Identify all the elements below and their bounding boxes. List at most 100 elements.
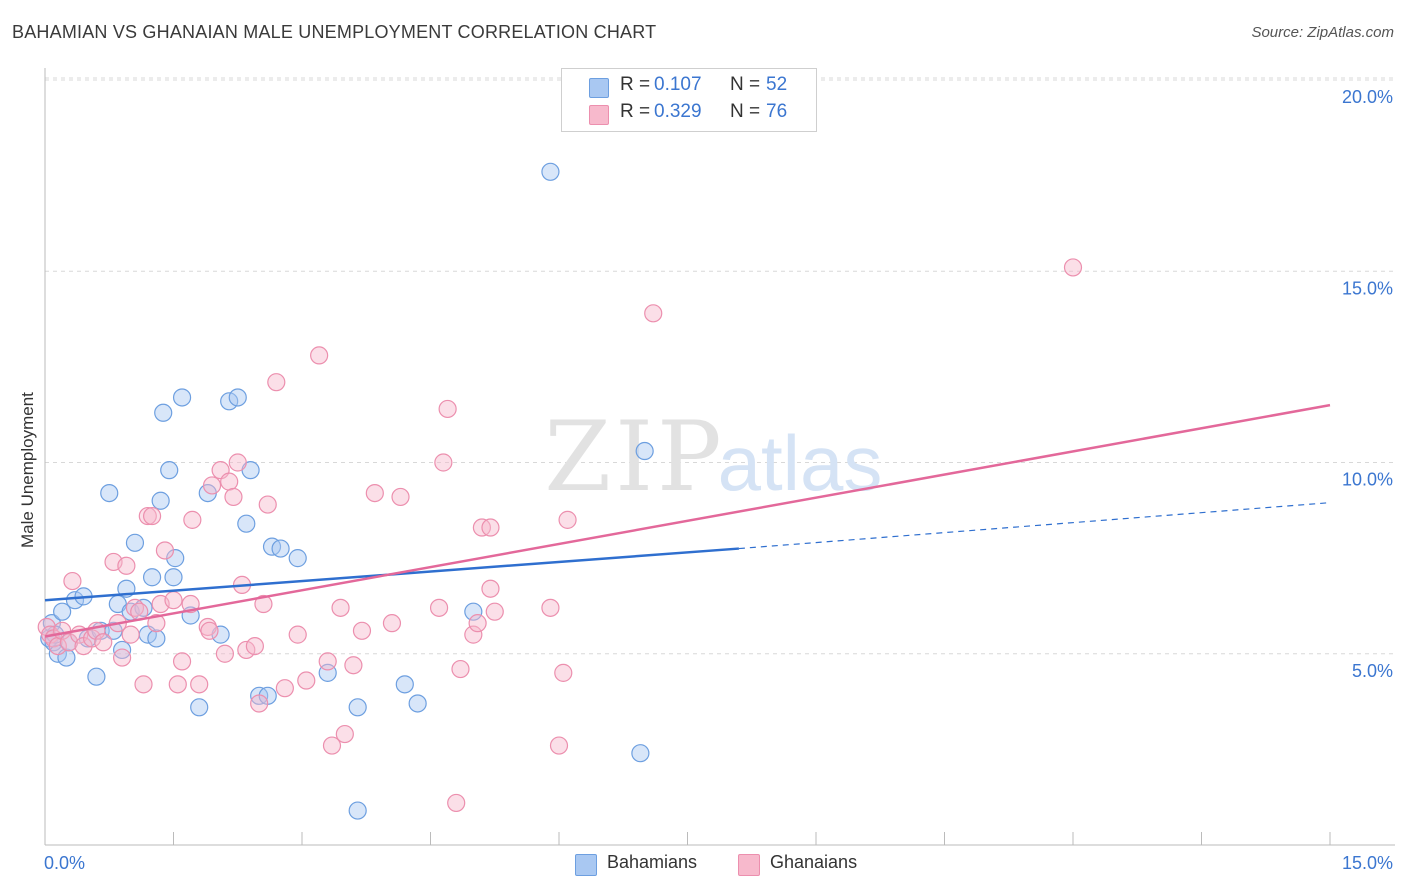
bahamian-point (112, 640, 132, 660)
ghanaian-point (549, 736, 569, 755)
ghanaian-point (558, 510, 577, 529)
grid-lines (45, 77, 1395, 655)
legend-swatch-bahamians (589, 78, 609, 98)
bahamian-point (237, 514, 256, 533)
ghanaian-point (254, 594, 273, 614)
ghanaian-point (288, 625, 307, 644)
legend-r-value: 0.107 (654, 74, 702, 95)
bottom-legend-label-ghanaians: Ghanaians (770, 852, 858, 872)
bottom-legend-swatch-bahamians (575, 854, 597, 876)
ghanaian-point (468, 614, 487, 633)
ghanaian-point (438, 399, 457, 419)
legend-swatch-ghanaians (589, 105, 609, 125)
legend-n-label: N = (730, 101, 761, 122)
ghanaian-point (237, 640, 256, 660)
bahamian-point (65, 591, 85, 610)
legend-r-label: R = (620, 74, 651, 95)
bottom-legend-label-bahamians: Bahamians (607, 852, 698, 872)
bahamian-point (142, 568, 162, 587)
bahamian-point (395, 675, 414, 694)
ghanaian-point (310, 346, 329, 365)
ghanaian-point (322, 736, 342, 755)
ghanaian-point (94, 633, 113, 652)
bahamian-point (87, 667, 106, 686)
ghanaian-point (168, 675, 187, 694)
ghanaian-point (228, 453, 247, 472)
watermark-atlas: atlas (718, 419, 883, 507)
bahamian-point (348, 801, 367, 820)
bahamian-point (160, 461, 179, 480)
ghanaian-point (267, 373, 286, 392)
ghanaian-point (190, 675, 209, 694)
ghanaian-point (134, 675, 153, 694)
ghanaian-point (275, 679, 294, 698)
ghanaian-point (335, 724, 354, 744)
legend-n-value: 52 (766, 74, 788, 95)
legend-n-label: N = (730, 74, 761, 95)
bahamian-point (635, 441, 654, 461)
source-label: Source: ZipAtlas.com (1251, 24, 1394, 41)
ghanaian-point (434, 453, 453, 472)
y-tick-label: 5.0% (1352, 661, 1393, 681)
ghanaian-point (155, 541, 175, 560)
ghanaian-point (318, 652, 337, 671)
trend-lines (44, 403, 1331, 638)
ghanaian-point (59, 633, 79, 652)
y-tick-label: 10.0% (1342, 470, 1393, 490)
bahamian-point (147, 629, 166, 648)
legend-row-ghanaians: R = 0.329 N = 76 (562, 101, 816, 127)
ghanaian-point (117, 556, 136, 575)
ghanaian-point (352, 621, 372, 640)
bahamian-point (408, 694, 427, 713)
ghanaian-point (147, 614, 166, 633)
bahamian-point (541, 162, 560, 181)
ghanaian-point (215, 644, 234, 663)
ghanaian-point (181, 594, 200, 614)
bottom-legend-swatch-ghanaians (738, 854, 760, 876)
ghanaian-point (183, 510, 202, 529)
ghanaian-point (451, 659, 470, 679)
ghanaian-point (121, 625, 140, 644)
bahamian-point (348, 698, 367, 717)
bahamian-point (288, 549, 307, 568)
correlation-legend: R = 0.107 N = 52 R = 0.329 N = 76 (561, 68, 817, 132)
ghanaian-point (485, 602, 504, 621)
bahamian-point (271, 539, 290, 558)
ghanaian-point (1063, 258, 1083, 277)
bahamian-point (154, 403, 173, 422)
ghanaian-point (331, 598, 350, 617)
tick-labels: 5.0% 10.0% 15.0% 20.0% 0.0% 15.0% (44, 87, 1393, 873)
ghanaian-point (250, 694, 269, 713)
ghanaian-point (258, 495, 277, 514)
bahamian-point (190, 698, 209, 717)
bahamian-point (464, 602, 483, 621)
ghanaian-point (365, 484, 384, 503)
ghanaians-trend-line (44, 403, 1331, 638)
bahamian-point (228, 388, 247, 407)
y-tick-label: 20.0% (1342, 87, 1393, 107)
chart-title: BAHAMIAN VS GHANAIAN MALE UNEMPLOYMENT C… (12, 22, 657, 42)
ghanaian-point (297, 671, 316, 690)
y-tick-label: 15.0% (1342, 278, 1393, 298)
legend-row-bahamians: R = 0.107 N = 52 (562, 74, 816, 100)
ghanaians-points (37, 258, 1083, 813)
ghanaian-point (138, 506, 157, 526)
ghanaian-point (541, 598, 560, 617)
watermark: ZIP atlas (544, 401, 882, 513)
ghanaian-point (382, 614, 402, 633)
ghanaian-point (172, 652, 192, 671)
ghanaian-point (202, 476, 222, 495)
ghanaian-point (142, 506, 162, 526)
ghanaian-point (429, 598, 449, 617)
y-axis-title: Male Unemployment (18, 392, 37, 548)
ghanaian-point (344, 656, 363, 675)
ghanaian-point (481, 579, 500, 598)
ghanaian-point (245, 636, 264, 656)
bahamian-point (220, 392, 239, 411)
ghanaian-point (391, 487, 410, 507)
bahamian-point (166, 549, 185, 568)
ghanaian-point (164, 591, 183, 610)
watermark-zip: ZIP (544, 401, 725, 513)
ghanaian-point (63, 571, 82, 591)
